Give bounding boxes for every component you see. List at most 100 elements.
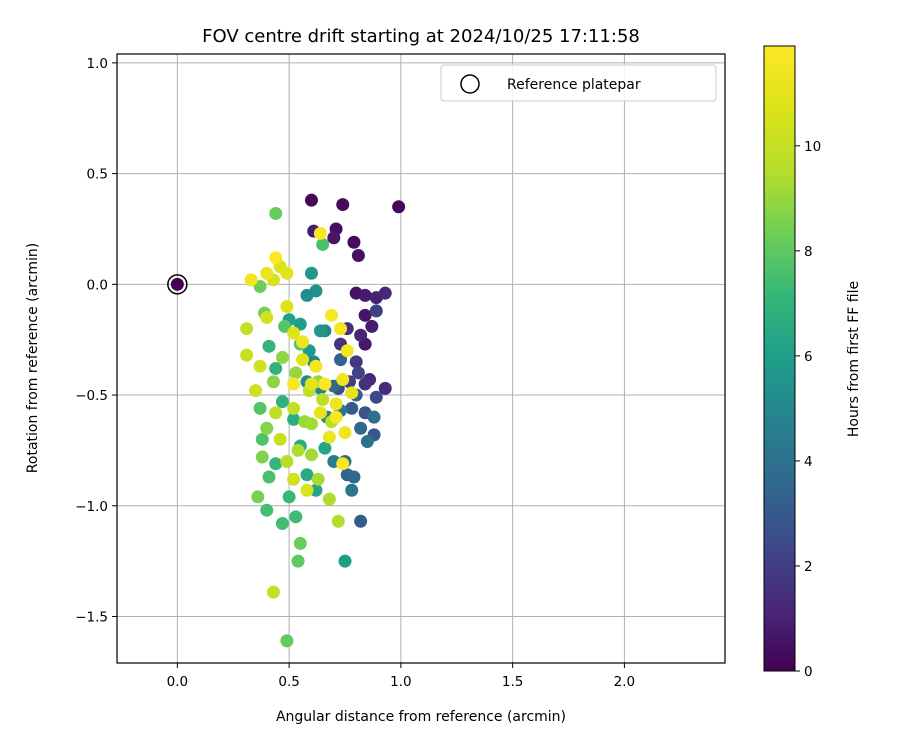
data-point — [304, 417, 318, 431]
data-points — [240, 193, 406, 648]
data-point — [354, 328, 368, 342]
data-point — [273, 432, 287, 446]
data-point — [345, 483, 359, 497]
data-point — [249, 384, 263, 398]
data-point — [318, 377, 332, 391]
reference-point-fill — [170, 277, 184, 291]
colorbar-tick-label: 10 — [804, 139, 821, 155]
colorbar-tick-label: 6 — [804, 349, 813, 365]
data-point — [345, 386, 359, 400]
y-tick-label: −1.0 — [75, 499, 108, 515]
legend-box — [440, 64, 717, 102]
data-point — [280, 634, 294, 648]
data-point — [260, 266, 274, 280]
data-point — [255, 450, 269, 464]
data-point — [287, 326, 301, 340]
data-point — [253, 280, 267, 294]
colorbar-tick-label: 8 — [804, 244, 813, 260]
data-point — [280, 299, 294, 313]
colorbar-frame — [763, 45, 796, 672]
data-point — [269, 457, 283, 471]
data-point — [365, 319, 379, 333]
data-point — [278, 319, 292, 333]
colorbar-tick-label: 0 — [804, 664, 813, 680]
data-point — [309, 284, 323, 298]
data-point — [329, 397, 343, 411]
data-point — [287, 412, 301, 426]
data-point — [378, 286, 392, 300]
data-point — [291, 443, 305, 457]
data-point — [358, 377, 372, 391]
legend-entry-reference: Reference platepar — [507, 77, 641, 93]
data-point — [289, 366, 303, 380]
grid-lines — [117, 54, 725, 663]
data-point — [360, 435, 374, 449]
y-tick-label: 1.0 — [87, 56, 108, 72]
data-point — [358, 308, 372, 322]
data-point — [309, 483, 323, 497]
data-point — [313, 406, 327, 420]
colorbar-ticks: 0 2 4 6 8 10 — [795, 139, 821, 680]
data-point — [244, 273, 258, 287]
x-tick-label: 1.0 — [390, 674, 411, 690]
reference-marker — [167, 274, 188, 295]
data-point — [322, 492, 336, 506]
data-point — [287, 377, 301, 391]
y-tick-label: 0.5 — [87, 167, 108, 183]
x-tick-label: 2.0 — [614, 674, 635, 690]
data-point — [269, 361, 283, 375]
data-point — [287, 472, 301, 486]
data-point — [280, 266, 294, 280]
data-point — [280, 454, 294, 468]
data-point — [260, 503, 274, 517]
legend-reference-icon — [460, 74, 480, 94]
colorbar-tick-label: 2 — [804, 559, 813, 575]
data-point — [304, 448, 318, 462]
data-point — [253, 401, 267, 415]
data-point — [338, 426, 352, 440]
data-point — [291, 554, 305, 568]
data-point — [331, 514, 345, 528]
data-point — [327, 231, 341, 245]
data-point — [351, 366, 365, 380]
data-point — [369, 390, 383, 404]
data-point — [293, 317, 307, 331]
data-point — [378, 381, 392, 395]
data-point — [304, 193, 318, 207]
x-tick-label: 1.5 — [502, 674, 523, 690]
data-point — [358, 288, 372, 302]
data-point — [266, 375, 280, 389]
data-point — [300, 468, 314, 482]
data-point — [293, 536, 307, 550]
data-point — [367, 410, 381, 424]
data-point — [316, 392, 330, 406]
data-point — [345, 401, 359, 415]
y-tick-label: −1.5 — [75, 609, 108, 625]
data-point — [354, 421, 368, 435]
data-point — [300, 483, 314, 497]
data-point — [266, 585, 280, 599]
data-point — [336, 457, 350, 471]
data-point — [313, 324, 327, 338]
data-point — [269, 206, 283, 220]
data-point — [304, 266, 318, 280]
x-axis-ticks: 0.0 0.5 1.0 1.5 2.0 — [167, 663, 635, 690]
plot-frame — [116, 53, 726, 664]
data-point — [351, 249, 365, 263]
data-point — [302, 344, 316, 358]
data-point — [262, 339, 276, 353]
chart-title: FOV centre drift starting at 2024/10/25 … — [202, 26, 640, 47]
data-point — [354, 514, 368, 528]
data-point — [251, 490, 265, 504]
data-point — [336, 373, 350, 387]
colorbar-label: Hours from first FF file — [846, 281, 862, 437]
data-point — [318, 441, 332, 455]
data-point — [260, 421, 274, 435]
data-point — [269, 406, 283, 420]
data-point — [275, 516, 289, 530]
data-point — [309, 359, 323, 373]
colorbar-tick-label: 4 — [804, 454, 813, 470]
data-point — [369, 304, 383, 318]
data-point — [240, 348, 254, 362]
y-tick-label: 0.0 — [87, 277, 108, 293]
